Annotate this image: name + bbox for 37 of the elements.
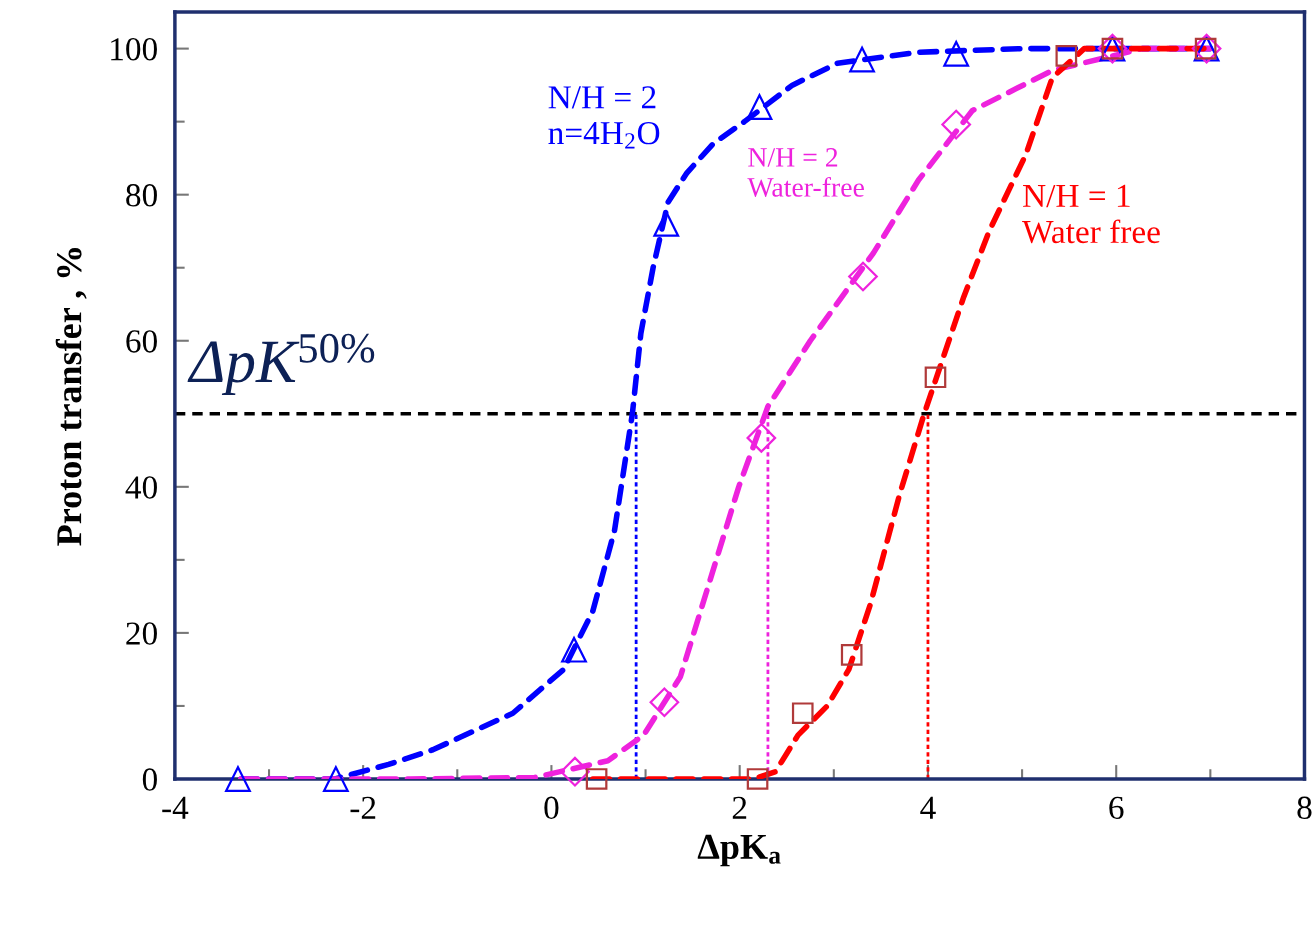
point	[840, 643, 863, 666]
y-tick-label: 40	[125, 476, 157, 499]
series-label: N/H = 1 Water free	[1022, 184, 1160, 244]
y-tick-label: 80	[126, 184, 157, 207]
y-tick-label: 100	[111, 38, 157, 61]
x-tick-label: 8	[1297, 796, 1312, 820]
point	[746, 768, 769, 790]
x-tick-label: 6	[1109, 796, 1124, 820]
point	[924, 366, 947, 389]
point	[943, 40, 970, 67]
point	[649, 687, 680, 718]
x-tick-label: -4	[162, 796, 189, 819]
series-label: N/H = 2 n=4H$_{2}$O	[548, 86, 660, 149]
x-axis-title: ΔpK$_{a}$	[697, 834, 781, 867]
point	[225, 766, 251, 792]
point	[849, 46, 875, 73]
x-tick-label: 2	[732, 796, 747, 819]
series-label: N/H = 2 Water-free	[747, 148, 864, 197]
point	[653, 210, 680, 237]
annotation: ΔpK$^{50%}$	[187, 333, 375, 395]
point	[791, 702, 814, 725]
point	[585, 768, 608, 790]
y-tick-label: 20	[126, 622, 157, 645]
x-tick-label: 0	[544, 796, 559, 820]
x-tick-label: -2	[350, 796, 376, 819]
x-tick-label: 4	[920, 796, 936, 819]
y-tick-label: 60	[126, 330, 157, 353]
point	[1055, 45, 1078, 67]
point	[561, 636, 587, 663]
y-axis-title: Proton transfer , %	[55, 248, 87, 546]
point	[560, 756, 590, 787]
point	[746, 423, 777, 453]
point	[848, 261, 878, 292]
point	[941, 109, 972, 140]
point	[746, 94, 773, 120]
y-tick-label: 0	[142, 768, 157, 791]
point	[322, 766, 349, 792]
